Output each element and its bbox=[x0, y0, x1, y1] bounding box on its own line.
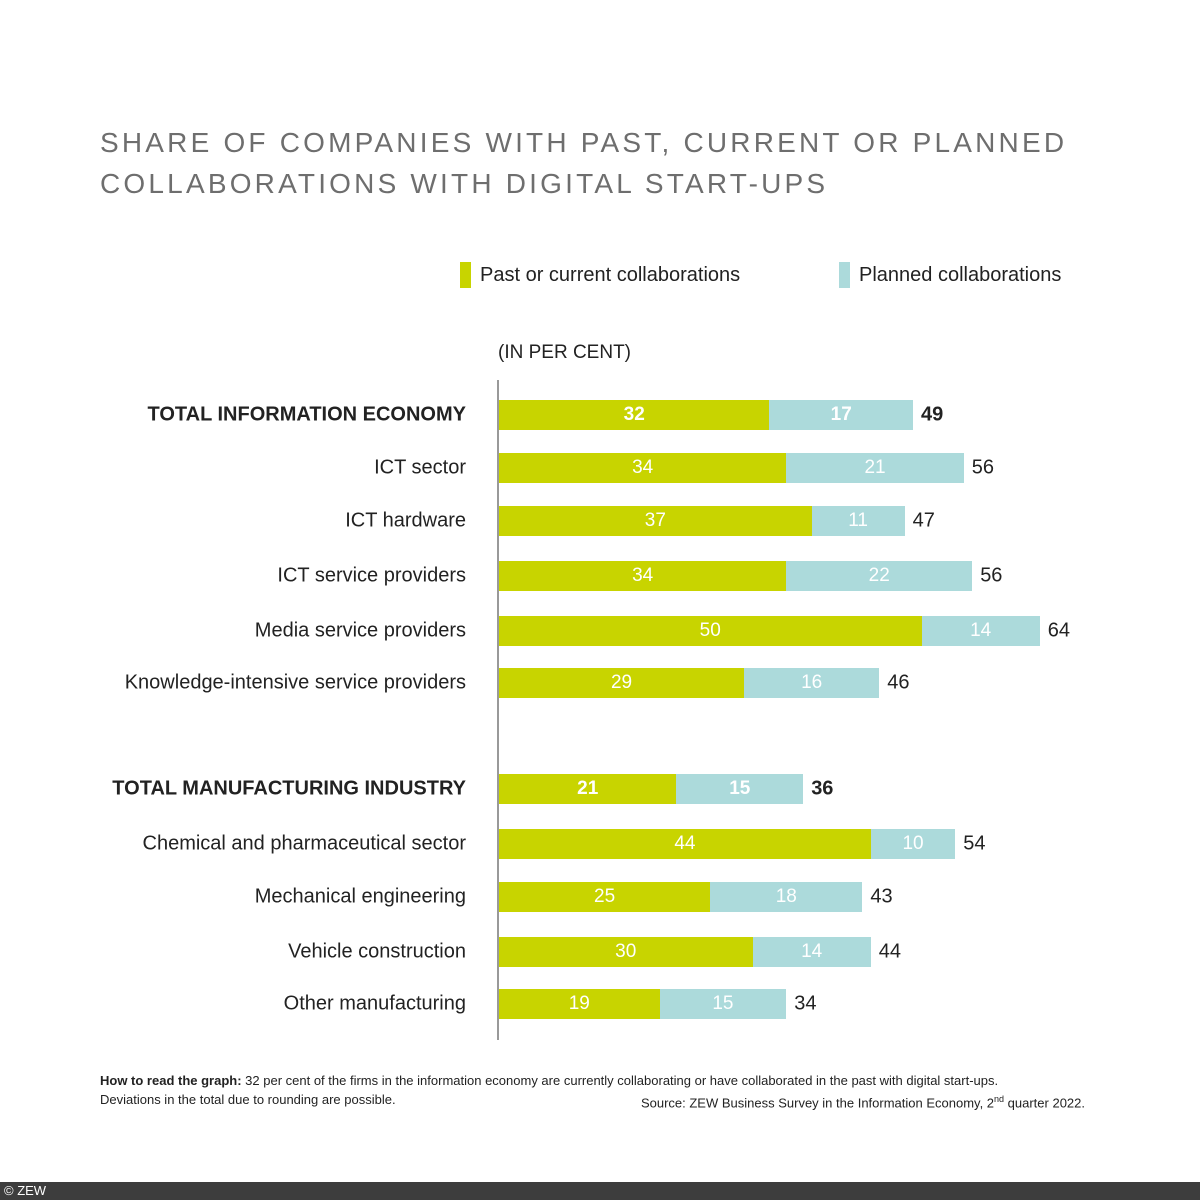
total-label: 56 bbox=[980, 564, 1003, 587]
category-label: Other manufacturing bbox=[283, 992, 466, 1015]
source-sup: nd bbox=[994, 1094, 1005, 1104]
total-label: 34 bbox=[794, 992, 817, 1015]
total-label: 36 bbox=[811, 777, 834, 800]
total-label: 64 bbox=[1047, 619, 1071, 642]
legend-swatch-planned bbox=[839, 262, 850, 288]
note-lead: How to read the graph: bbox=[100, 1073, 242, 1088]
bar-planned: 16 bbox=[744, 668, 880, 698]
total-label: 46 bbox=[887, 671, 910, 694]
category-label: TOTAL INFORMATION ECONOMY bbox=[147, 403, 466, 426]
category-axis-line bbox=[497, 380, 499, 1040]
bar-past: 29 bbox=[499, 668, 745, 698]
unit-label: (IN PER CENT) bbox=[498, 342, 631, 363]
bar-planned: 22 bbox=[786, 561, 973, 591]
title-line-1: SHARE OF COMPANIES WITH PAST, CURRENT OR… bbox=[100, 127, 1068, 158]
bar-planned: 10 bbox=[870, 829, 956, 859]
source-prefix: Source: ZEW Business Survey in the Infor… bbox=[640, 1095, 995, 1111]
bar-planned: 14 bbox=[921, 616, 1040, 646]
total-label: 56 bbox=[971, 456, 994, 479]
bar-past: 19 bbox=[499, 989, 660, 1019]
title-line-2: COLLABORATIONS WITH DIGITAL START-UPS bbox=[100, 168, 829, 199]
bar-past: 44 bbox=[499, 829, 871, 859]
bar-planned: 15 bbox=[659, 989, 787, 1019]
reading-note: How to read the graph: 32 per cent of th… bbox=[100, 1071, 1085, 1112]
category-label: Vehicle construction bbox=[288, 940, 466, 963]
bar-past: 34 bbox=[499, 561, 787, 591]
legend-item-past: Past or current collaborations bbox=[460, 262, 740, 288]
category-label: ICT sector bbox=[374, 456, 466, 479]
total-label: 43 bbox=[870, 885, 893, 908]
bar-planned: 17 bbox=[769, 400, 914, 430]
category-label: Chemical and pharmaceutical sector bbox=[142, 832, 467, 855]
source-suffix: quarter 2022. bbox=[1004, 1095, 1085, 1111]
legend-label-planned: Planned collaborations bbox=[859, 263, 1062, 286]
legend-label-past: Past or current collaborations bbox=[480, 263, 741, 286]
bar-planned: 21 bbox=[786, 453, 964, 483]
bar-past: 50 bbox=[499, 616, 922, 646]
bar-planned: 11 bbox=[811, 506, 905, 536]
total-label: 44 bbox=[878, 940, 902, 963]
copyright: © ZEW bbox=[4, 1183, 47, 1198]
bar-past: 25 bbox=[499, 882, 711, 912]
bar-past: 30 bbox=[499, 937, 753, 967]
chart-title: SHARE OF COMPANIES WITH PAST, CURRENT OR… bbox=[100, 122, 1067, 204]
bar-planned: 18 bbox=[710, 882, 863, 912]
bar-past: 37 bbox=[499, 506, 812, 536]
deviations-note: Deviations in the total due to rounding … bbox=[100, 1092, 396, 1107]
bar-past: 34 bbox=[499, 453, 787, 483]
category-label: TOTAL MANUFACTURING INDUSTRY bbox=[112, 777, 466, 800]
category-label: ICT hardware bbox=[345, 509, 466, 532]
category-label: Mechanical engineering bbox=[254, 885, 466, 908]
bar-planned: 15 bbox=[676, 774, 804, 804]
bar-past: 21 bbox=[499, 774, 677, 804]
bar-planned: 14 bbox=[752, 937, 871, 967]
total-label: 49 bbox=[921, 403, 944, 426]
total-label: 54 bbox=[963, 832, 986, 855]
category-label: ICT service providers bbox=[277, 564, 466, 587]
category-label: Knowledge-intensive service providers bbox=[124, 671, 466, 694]
note-text: 32 per cent of the firms in the informat… bbox=[241, 1073, 999, 1088]
legend-item-planned: Planned collaborations bbox=[839, 262, 1061, 288]
footer-bar: © ZEW bbox=[0, 1182, 1200, 1200]
source-note: Source: ZEW Business Survey in the Infor… bbox=[641, 1090, 1085, 1112]
bar-past: 32 bbox=[499, 400, 770, 430]
total-label: 47 bbox=[912, 509, 935, 532]
legend-swatch-past bbox=[460, 262, 471, 288]
category-label: Media service providers bbox=[254, 619, 466, 642]
